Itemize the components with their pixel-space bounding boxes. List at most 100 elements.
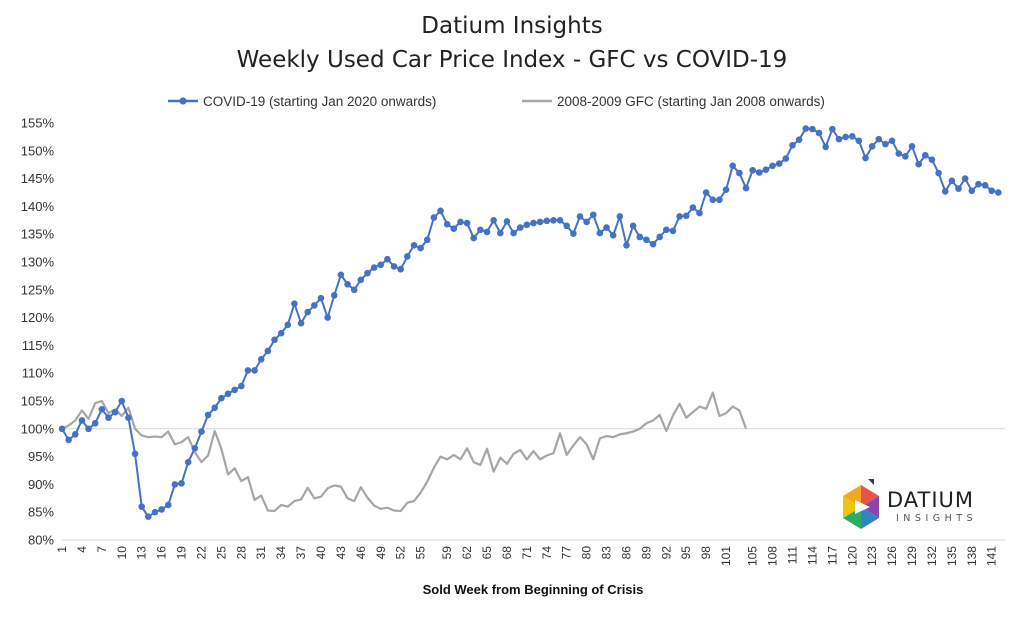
data-point-covid bbox=[729, 162, 737, 170]
data-point-covid bbox=[118, 397, 126, 405]
x-tick-label: 108 bbox=[766, 546, 780, 566]
data-point-covid bbox=[397, 265, 404, 273]
x-tick-label: 19 bbox=[175, 546, 189, 560]
x-tick-label: 68 bbox=[500, 546, 514, 560]
data-point-covid bbox=[749, 166, 756, 174]
data-point-covid bbox=[742, 184, 750, 192]
data-point-covid bbox=[636, 233, 644, 241]
chart-subtitle: Weekly Used Car Price Index - GFC vs COV… bbox=[237, 47, 788, 73]
data-point-covid bbox=[981, 181, 989, 189]
y-tick-label: 145% bbox=[21, 171, 55, 186]
data-point-covid bbox=[882, 140, 889, 148]
x-tick-label: 52 bbox=[394, 546, 408, 560]
data-point-covid bbox=[603, 224, 610, 231]
data-point-covid bbox=[516, 224, 524, 231]
datium-logo-tagline: INSIGHTS bbox=[896, 513, 977, 524]
data-point-covid bbox=[829, 125, 836, 133]
series-line-gfc bbox=[61, 391, 748, 513]
data-point-covid bbox=[676, 213, 683, 220]
data-point-covid bbox=[231, 386, 238, 394]
data-point-covid bbox=[324, 314, 331, 321]
data-point-covid bbox=[649, 240, 657, 248]
y-tick-label: 125% bbox=[21, 282, 55, 297]
data-point-covid bbox=[855, 137, 863, 145]
data-point-covid bbox=[968, 187, 976, 195]
data-point-covid bbox=[364, 269, 371, 277]
data-point-covid bbox=[543, 217, 551, 225]
data-point-covid bbox=[928, 156, 936, 163]
x-tick-label: 120 bbox=[845, 546, 859, 566]
data-point-covid bbox=[875, 135, 883, 143]
x-tick-label: 74 bbox=[540, 546, 554, 560]
data-point-covid bbox=[291, 300, 298, 308]
data-point-covid bbox=[809, 125, 816, 133]
x-tick-label: 37 bbox=[294, 546, 308, 560]
data-point-covid bbox=[722, 186, 730, 194]
data-point-covid bbox=[629, 222, 637, 230]
x-tick-label: 98 bbox=[699, 546, 713, 560]
x-tick-label: 34 bbox=[274, 546, 288, 560]
x-tick-label: 105 bbox=[746, 546, 760, 566]
data-point-covid bbox=[317, 294, 325, 302]
data-point-covid bbox=[463, 219, 471, 227]
data-point-covid bbox=[131, 450, 139, 458]
data-point-covid bbox=[563, 222, 570, 230]
data-point-covid bbox=[570, 230, 577, 237]
data-point-covid bbox=[437, 207, 444, 215]
data-point-covid bbox=[596, 229, 604, 237]
data-point-covid bbox=[417, 244, 424, 252]
x-tick-label: 126 bbox=[885, 546, 899, 566]
data-point-covid bbox=[842, 133, 849, 141]
legend: COVID-19 (starting Jan 2020 onwards) 200… bbox=[168, 94, 825, 109]
x-tick-label: 101 bbox=[719, 546, 733, 566]
data-point-covid bbox=[616, 213, 624, 220]
data-point-covid bbox=[789, 141, 796, 149]
data-point-covid bbox=[224, 390, 232, 398]
data-point-covid bbox=[822, 143, 829, 151]
x-tick-label: 86 bbox=[619, 546, 633, 560]
data-point-covid bbox=[762, 166, 770, 173]
data-point-covid bbox=[78, 417, 86, 424]
data-point-covid bbox=[576, 213, 584, 220]
data-point-covid bbox=[344, 280, 351, 288]
x-tick-label: 28 bbox=[234, 546, 248, 560]
x-tick-label: 135 bbox=[945, 546, 959, 566]
data-point-covid bbox=[550, 217, 557, 224]
y-tick-label: 120% bbox=[21, 310, 55, 325]
data-point-covid bbox=[490, 217, 497, 224]
data-point-covid bbox=[430, 214, 438, 221]
legend-item-gfc: 2008-2009 GFC (starting Jan 2008 onwards… bbox=[522, 94, 825, 109]
data-point-covid bbox=[151, 508, 159, 516]
data-point-covid bbox=[696, 209, 703, 217]
data-point-covid bbox=[702, 189, 710, 196]
x-tick-label: 141 bbox=[985, 546, 999, 566]
x-tick-label: 25 bbox=[214, 546, 228, 560]
data-point-covid bbox=[423, 236, 431, 244]
x-tick-label: 43 bbox=[334, 546, 348, 560]
y-tick-label: 95% bbox=[28, 449, 54, 464]
data-point-covid bbox=[523, 221, 531, 229]
data-point-covid bbox=[888, 137, 896, 145]
data-point-covid bbox=[709, 196, 717, 204]
data-point-covid bbox=[995, 189, 1002, 196]
data-point-covid bbox=[669, 227, 677, 235]
data-point-covid bbox=[184, 458, 192, 466]
legend-item-covid: COVID-19 (starting Jan 2020 onwards) bbox=[168, 94, 436, 109]
data-point-covid bbox=[370, 264, 378, 271]
series-gfc bbox=[61, 391, 748, 513]
data-point-covid bbox=[85, 425, 92, 433]
data-point-covid bbox=[941, 188, 949, 195]
x-tick-label: 16 bbox=[155, 546, 169, 560]
data-point-covid bbox=[330, 292, 338, 299]
x-tick-label: 80 bbox=[580, 546, 594, 560]
x-tick-label: 111 bbox=[785, 546, 799, 565]
data-point-covid bbox=[58, 425, 66, 433]
x-tick-label: 31 bbox=[254, 546, 268, 560]
data-point-covid bbox=[583, 218, 590, 226]
data-point-covid bbox=[623, 242, 630, 249]
data-point-covid bbox=[171, 481, 179, 488]
x-tick-label: 10 bbox=[115, 546, 129, 560]
data-point-covid bbox=[138, 503, 145, 510]
y-tick-label: 150% bbox=[21, 143, 55, 158]
